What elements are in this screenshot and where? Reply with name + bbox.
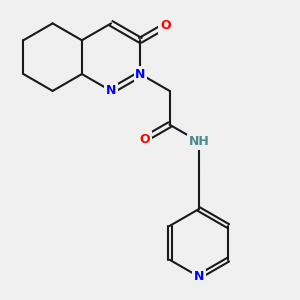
Text: O: O: [160, 20, 170, 32]
Text: N: N: [135, 68, 146, 80]
Text: O: O: [140, 133, 150, 146]
Text: N: N: [194, 270, 204, 283]
Text: NH: NH: [188, 135, 209, 148]
Text: N: N: [106, 84, 116, 98]
